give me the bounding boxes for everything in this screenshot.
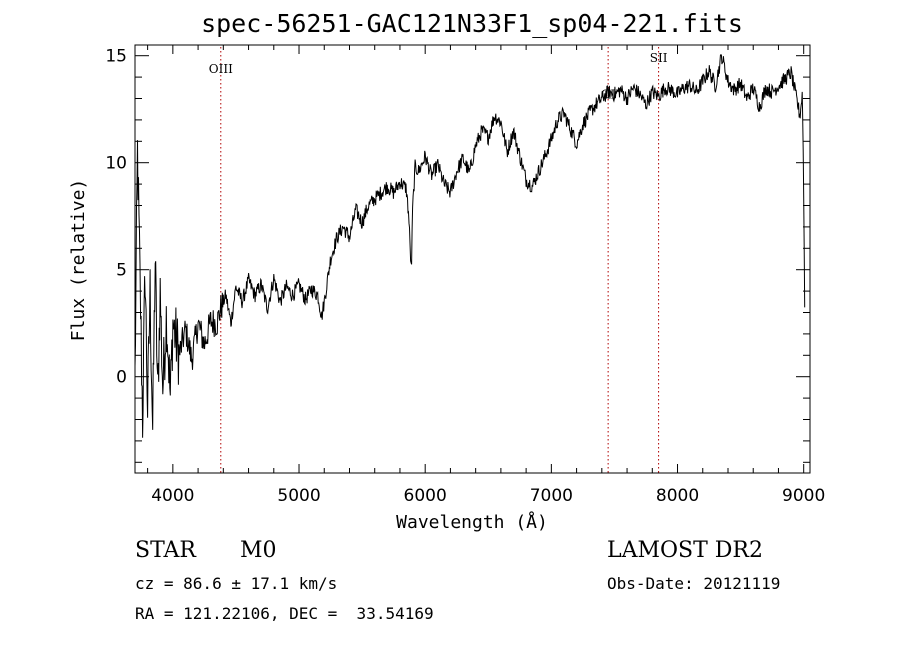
object-type: STAR (135, 538, 196, 563)
y-tick-label: 10 (105, 154, 127, 174)
x-tick-label: 8000 (656, 486, 699, 506)
y-tick-label: 15 (105, 47, 127, 67)
observation-date: Obs-Date: 20121119 (607, 574, 781, 593)
x-tick-label: 7000 (530, 486, 573, 506)
plot-border (134, 44, 811, 474)
flux-series (134, 54, 806, 438)
x-axis-label: Wavelength (Å) (396, 511, 548, 533)
x-tick-label: 9000 (782, 486, 825, 506)
plot-frame (134, 44, 811, 474)
object-subclass: M0 (240, 538, 277, 563)
line-marker-label: OIII (209, 62, 233, 76)
x-tick-label: 5000 (277, 486, 320, 506)
y-tick-label: 5 (116, 261, 127, 281)
x-tick-label: 6000 (404, 486, 447, 506)
line-marker-label: SII (650, 51, 668, 65)
survey-name: LAMOST DR2 (607, 538, 763, 563)
y-tick-label: 0 (116, 368, 127, 388)
redshift-cz: cz = 86.6 ± 17.1 km/s (135, 574, 338, 593)
spectrum-line (134, 54, 806, 438)
x-tick-label: 4000 (151, 486, 194, 506)
axis-ticks: 4000 5000 6000 7000 8000 9000 0 5 10 15 (105, 45, 825, 506)
y-axis-label: Flux (relative) (68, 179, 89, 342)
chart-title: spec-56251-GAC121N33F1_sp04-221.fits (201, 9, 743, 38)
spectrum-plot: spec-56251-GAC121N33F1_sp04-221.fits 400… (68, 9, 825, 533)
coordinates: RA = 121.22106, DEC = 33.54169 (135, 604, 434, 623)
